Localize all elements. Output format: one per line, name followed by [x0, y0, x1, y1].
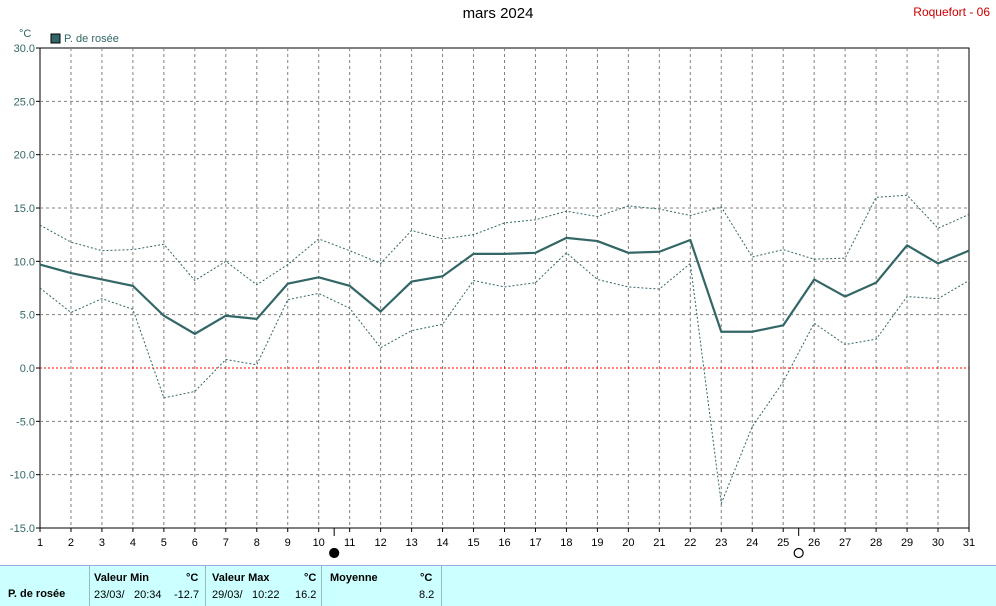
x-tick-label: 5 [161, 537, 167, 549]
x-tick-label: 19 [591, 537, 603, 549]
x-tick-label: 26 [808, 537, 820, 549]
moon-phase-markers [329, 528, 804, 559]
stats-panel: P. de rosée Valeur Min °C 23/03/ 20:34 -… [0, 565, 996, 606]
max-unit: °C [304, 572, 317, 584]
x-tick-label: 3 [99, 537, 105, 549]
min-max-envelope [39, 194, 970, 506]
x-tick-label: 21 [653, 537, 665, 549]
min-header: Valeur Min [94, 572, 150, 584]
x-tick-label: 25 [777, 537, 789, 549]
x-tick-label: 10 [313, 537, 325, 549]
x-tick-label: 8 [254, 537, 260, 549]
y-tick-label: 15.0 [14, 203, 35, 215]
x-tick-label: 16 [498, 537, 510, 549]
x-tick-label: 29 [901, 537, 913, 549]
y-tick-labels: 30.0 25.0 20.0 15.0 10.0 5.0 0.0 -5.0 -10.0 -15.0 [10, 43, 35, 535]
station-label: Roquefort - 06 [913, 5, 990, 19]
x-tick-label: 23 [715, 537, 727, 549]
x-tick-label: 15 [467, 537, 479, 549]
stats-row-label-cell: P. de rosée [0, 566, 90, 606]
legend-swatch [50, 33, 61, 44]
stats-max-cell: Valeur Max °C 29/03/ 10:22 16.2 [206, 566, 322, 606]
y-tick-label: 10.0 [14, 256, 35, 268]
x-tick-label: 30 [932, 537, 944, 549]
x-tick-label: 2 [68, 537, 74, 549]
new-moon-icon [329, 547, 340, 559]
mean-header: Moyenne [330, 572, 378, 584]
max-date: 29/03/ [212, 589, 243, 601]
full-moon-icon [793, 547, 804, 559]
x-tick-label: 27 [839, 537, 851, 549]
x-tick-label: 17 [529, 537, 541, 549]
max-value: 16.2 [295, 589, 317, 601]
y-tick-label: -10.0 [10, 470, 35, 482]
x-tick-label: 14 [436, 537, 448, 549]
dewpoint-chart: 30.0 25.0 20.0 15.0 10.0 5.0 0.0 -5.0 -10.0 -15.0… [10, 28, 975, 559]
min-date: 23/03/ [94, 589, 125, 601]
x-tick-label: 4 [130, 537, 136, 549]
x-tick-label: 6 [192, 537, 198, 549]
x-tick-label: 11 [344, 537, 355, 549]
min-value: -12.7 [174, 589, 200, 601]
x-tick-label: 22 [684, 537, 696, 549]
horizontal-gridlines [36, 47, 969, 529]
x-tick-label: 13 [405, 537, 417, 549]
max-header: Valeur Max [212, 572, 270, 584]
y-tick-label: 20.0 [14, 150, 35, 162]
mean-value: 8.2 [419, 589, 435, 601]
x-tick-label: 1 [37, 537, 43, 549]
x-tick-label: 9 [285, 537, 291, 549]
x-tick-label: 20 [622, 537, 634, 549]
y-axis-unit: °C [19, 28, 31, 40]
y-tick-label: 30.0 [14, 43, 35, 55]
mean-unit: °C [420, 572, 433, 584]
x-tick-label: 28 [870, 537, 882, 549]
vertical-gridlines [39, 48, 970, 532]
legend-label: P. de rosée [64, 33, 119, 45]
max-time: 10:22 [252, 589, 280, 601]
x-tick-label: 7 [223, 537, 229, 549]
stats-min-cell: Valeur Min °C 23/03/ 20:34 -12.7 [90, 566, 206, 606]
stats-row-label: P. de rosée [8, 588, 66, 600]
y-tick-label: 5.0 [20, 310, 35, 322]
stats-mean-cell: Moyenne °C 8.2 [322, 566, 442, 606]
y-tick-label: -5.0 [16, 416, 35, 428]
min-unit: °C [186, 572, 199, 584]
max-envelope-line [39, 194, 970, 286]
dewpoint-series [39, 236, 970, 335]
x-tick-label: 24 [746, 537, 758, 549]
x-tick-label: 31 [963, 537, 975, 549]
y-tick-label: 0.0 [20, 363, 35, 375]
x-tick-labels: 1 2 3 4 5 6 7 8 9 10 11 12 13 14 15 16 17 18 19 20 21 22 23 24 2… [37, 537, 975, 549]
x-tick-label: 18 [560, 537, 572, 549]
y-tick-label: 25.0 [14, 96, 35, 108]
y-tick-label: -15.0 [10, 523, 35, 535]
min-time: 20:34 [134, 589, 162, 601]
dewpoint-line [39, 236, 970, 335]
x-tick-label: 12 [375, 537, 387, 549]
page-title: mars 2024 [462, 5, 534, 22]
